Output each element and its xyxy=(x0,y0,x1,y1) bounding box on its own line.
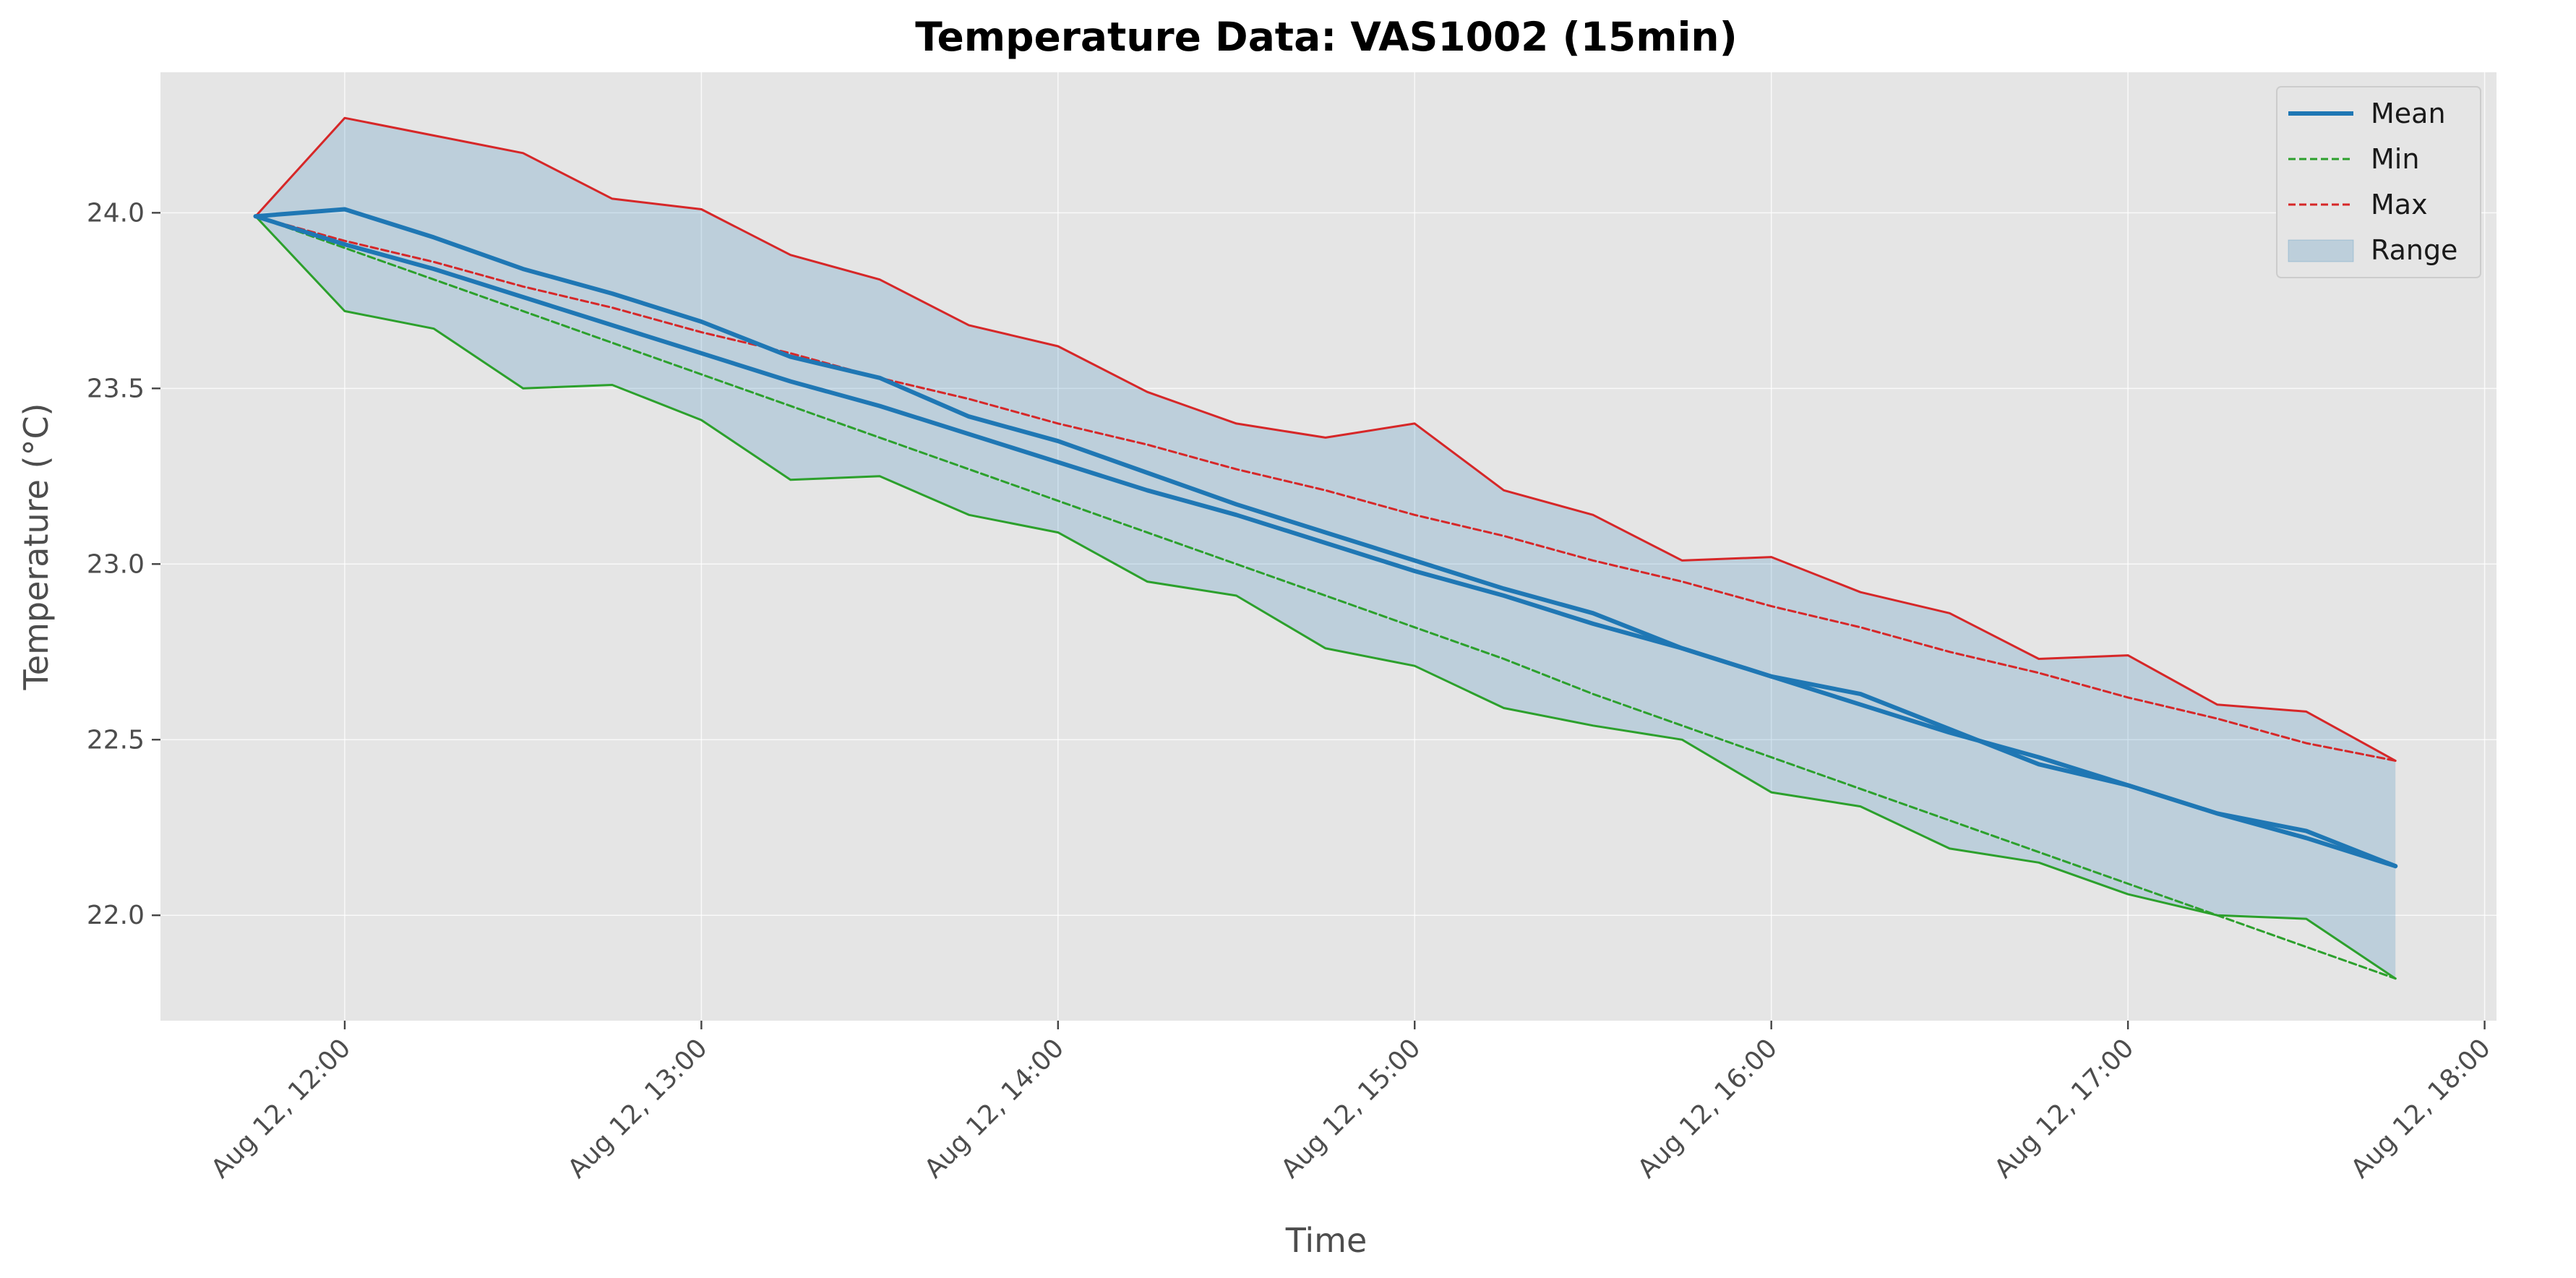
x-tick-label: Aug 12, 17:00 xyxy=(1989,1033,2140,1184)
y-tick-label: 23.5 xyxy=(87,374,145,403)
x-axis-label: Time xyxy=(1285,1221,1368,1260)
y-tick-label: 24.0 xyxy=(87,198,145,228)
plot-area xyxy=(160,72,2496,1021)
series-line-max-trend xyxy=(254,215,2397,762)
x-axis-ticks: Aug 12, 12:00 Aug 12, 13:00 Aug 12, 14:00 A… xyxy=(206,1021,2496,1184)
series-line-max xyxy=(254,116,2397,762)
x-tick-label: Aug 12, 18:00 xyxy=(2345,1033,2496,1184)
series-line-min xyxy=(254,215,2397,980)
series-line-mean xyxy=(253,214,2398,869)
legend-label-min: Min xyxy=(2371,143,2419,175)
legend-label-mean: Mean xyxy=(2371,98,2446,129)
series-line-min-trend xyxy=(254,215,2397,980)
y-axis-label: Temperature (°C) xyxy=(17,403,56,690)
y-axis-ticks: 22.0 22.5 23.0 23.5 24.0 xyxy=(87,198,160,930)
legend: Mean Min Max Range xyxy=(2276,86,2481,278)
range-band xyxy=(255,118,2396,979)
series-line-mean xyxy=(253,207,2398,869)
x-tick-label: Aug 12, 16:00 xyxy=(1632,1033,1783,1184)
legend-swatch-range xyxy=(2288,239,2354,262)
x-tick-label: Aug 12, 13:00 xyxy=(562,1033,713,1184)
series-lines xyxy=(253,116,2398,980)
y-tick-label: 23.0 xyxy=(87,549,145,579)
x-tick-label: Aug 12, 12:00 xyxy=(206,1033,357,1184)
legend-label-range: Range xyxy=(2371,234,2457,266)
range-layer xyxy=(255,118,2396,979)
y-tick-label: 22.5 xyxy=(87,725,145,755)
x-tick-label: Aug 12, 14:00 xyxy=(919,1033,1070,1184)
x-tick-label: Aug 12, 15:00 xyxy=(1276,1033,1427,1184)
legend-label-max: Max xyxy=(2371,189,2428,220)
legend-box xyxy=(2276,86,2481,278)
y-tick-label: 22.0 xyxy=(87,901,145,930)
chart-title: Temperature Data: VAS1002 (15min) xyxy=(915,14,1737,60)
